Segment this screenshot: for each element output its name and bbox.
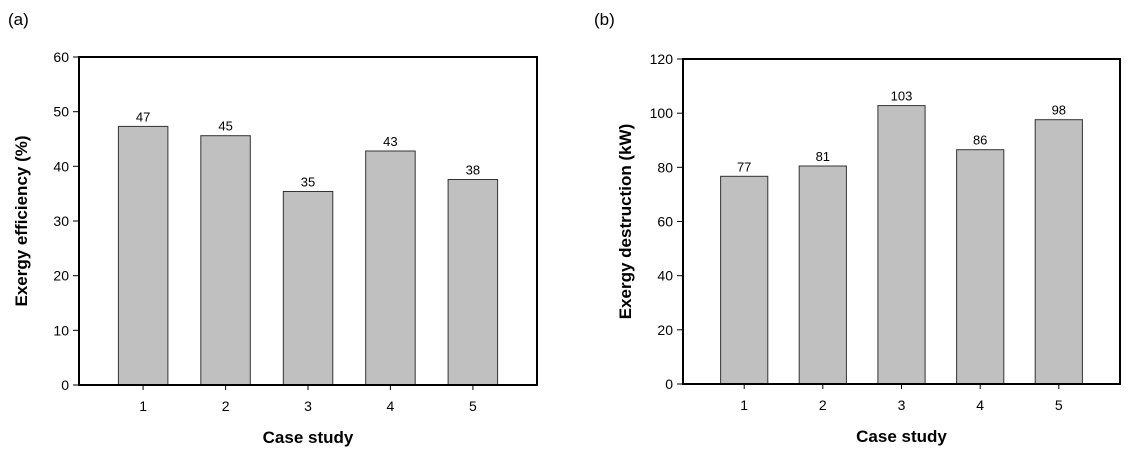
plot-frame (682, 58, 1121, 385)
y-tick-label: 60 (53, 49, 69, 65)
data-label: 38 (466, 163, 480, 178)
panel-label: (a) (8, 10, 29, 29)
bar-2 (200, 135, 251, 386)
data-label: 98 (1052, 103, 1066, 118)
bar-3 (282, 191, 334, 386)
x-axis-title: Case study (856, 427, 947, 446)
y-tick-label: 30 (53, 213, 69, 229)
data-label: 45 (218, 119, 232, 134)
y-tick-label: 0 (665, 376, 673, 392)
y-tick-label: 120 (650, 51, 674, 67)
bar-4 (956, 149, 1005, 385)
x-tick-label: 2 (222, 398, 230, 414)
x-tick-label: 3 (304, 398, 312, 414)
bar-5 (447, 179, 499, 386)
chart-panel-b: (b) 77 1 81 2 103 3 86 4 98 5 0 20 40 60 80 100 120 Case s… (594, 10, 1121, 446)
bar-2 (798, 165, 847, 385)
data-label: 35 (301, 175, 315, 190)
y-tick-label: 100 (650, 105, 674, 121)
y-tick-label: 40 (53, 158, 69, 174)
y-tick-label: 10 (53, 322, 69, 338)
bar-3 (877, 105, 926, 385)
plot-frame (78, 56, 538, 386)
panel-label: (b) (594, 10, 615, 29)
bar-4 (365, 150, 416, 386)
data-label: 77 (737, 159, 751, 174)
bar-1 (720, 175, 769, 385)
bar-1 (117, 125, 169, 386)
x-tick-label: 2 (819, 397, 827, 413)
y-tick-label: 60 (657, 214, 673, 230)
x-tick-label: 1 (740, 397, 748, 413)
data-label: 81 (816, 149, 830, 164)
x-tick-label: 1 (139, 398, 147, 414)
data-label: 43 (383, 134, 397, 149)
x-tick-label: 4 (976, 397, 984, 413)
y-tick-label: 50 (53, 104, 69, 120)
y-axis-title: Exergy destruction (kW) (616, 124, 635, 320)
y-tick-label: 20 (53, 268, 69, 284)
bar-5 (1034, 119, 1083, 385)
y-tick-label: 80 (657, 159, 673, 175)
x-axis-title: Case study (263, 428, 354, 447)
y-tick-label: 40 (657, 268, 673, 284)
data-label: 103 (891, 89, 913, 104)
x-tick-label: 5 (469, 398, 477, 414)
x-tick-label: 3 (898, 397, 906, 413)
y-axis-title: Exergy efficiency (%) (12, 135, 31, 306)
data-label: 47 (136, 109, 150, 124)
data-label: 86 (973, 133, 987, 148)
y-tick-label: 20 (657, 322, 673, 338)
x-tick-label: 4 (387, 398, 395, 414)
x-tick-label: 5 (1055, 397, 1063, 413)
y-tick-label: 0 (61, 377, 69, 393)
